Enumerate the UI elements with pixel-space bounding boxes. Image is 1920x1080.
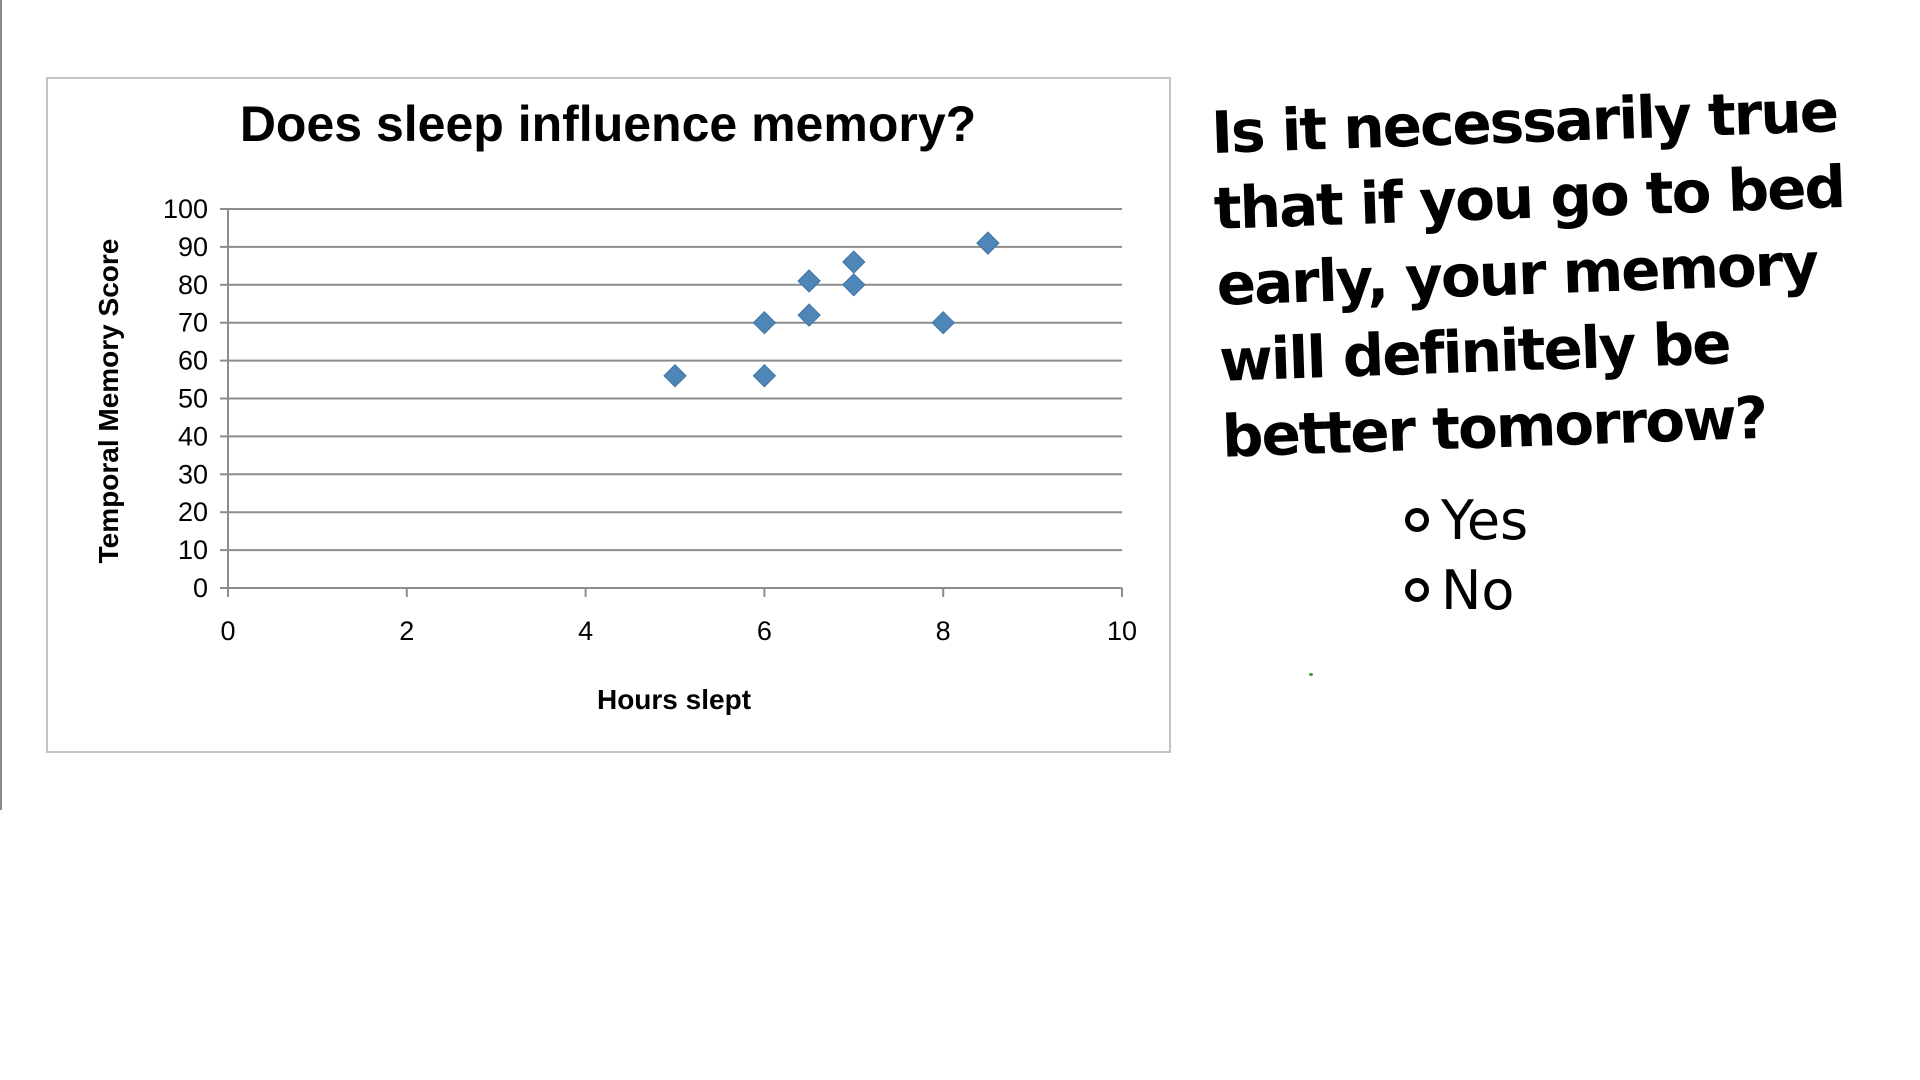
left-edge-line (0, 0, 2, 810)
x-tick-label: 4 (578, 616, 593, 646)
data-point (842, 250, 866, 274)
x-tick-label: 8 (936, 616, 951, 646)
question-panel: Is it necessarily true that if you go to… (1210, 77, 1910, 621)
answer-options: Yes No (1405, 485, 1528, 625)
y-tick-label: 60 (178, 346, 208, 376)
data-point (752, 364, 777, 388)
y-tick-label: 10 (178, 535, 208, 565)
data-point (931, 310, 955, 335)
option-no-label: No (1441, 558, 1515, 622)
x-axis-label: Hours slept (597, 684, 751, 715)
gridlines (228, 208, 1122, 552)
data-point (663, 364, 687, 388)
x-tick-label: 10 (1107, 616, 1137, 646)
data-point (797, 269, 821, 293)
y-tick-label: 90 (178, 232, 208, 262)
y-axis-label: Temporal Memory Score (93, 239, 124, 564)
y-tick-label: 100 (163, 194, 208, 224)
x-tick-label: 0 (220, 616, 235, 646)
radio-circle-icon[interactable] (1405, 578, 1429, 602)
y-tick-label: 40 (178, 421, 208, 451)
x-tick-label: 2 (399, 616, 414, 646)
tick-labels: 0 10 20 30 40 50 60 70 80 90 100 0 2 4 6 8 10 (163, 194, 1137, 646)
option-yes-label: Yes (1441, 488, 1529, 552)
data-point (842, 273, 866, 297)
question-text: Is it necessarily true that if you go to… (1210, 77, 1845, 471)
stray-dot (1309, 673, 1313, 676)
axes (220, 208, 1123, 597)
chart-frame: Does sleep influence memory? 0 10 20 30 40 50… (46, 77, 1171, 753)
scatter-chart: Does sleep influence memory? 01020304050… (93, 96, 1137, 715)
radio-circle-icon[interactable] (1405, 508, 1429, 532)
data-points (663, 231, 1000, 388)
y-tick-label: 30 (178, 459, 208, 489)
y-tick-label: 80 (178, 270, 208, 300)
y-tick-label: 0 (193, 573, 208, 603)
data-point (976, 231, 1000, 255)
y-tick-label: 50 (178, 384, 208, 414)
data-point (752, 310, 777, 335)
option-no[interactable]: No (1405, 555, 1528, 625)
data-point (797, 303, 821, 327)
x-tick-label: 6 (757, 616, 772, 646)
y-tick-label: 70 (178, 308, 208, 338)
option-yes[interactable]: Yes (1405, 485, 1528, 555)
chart-title: Does sleep influence memory? (240, 96, 976, 152)
y-tick-label: 20 (178, 497, 208, 527)
